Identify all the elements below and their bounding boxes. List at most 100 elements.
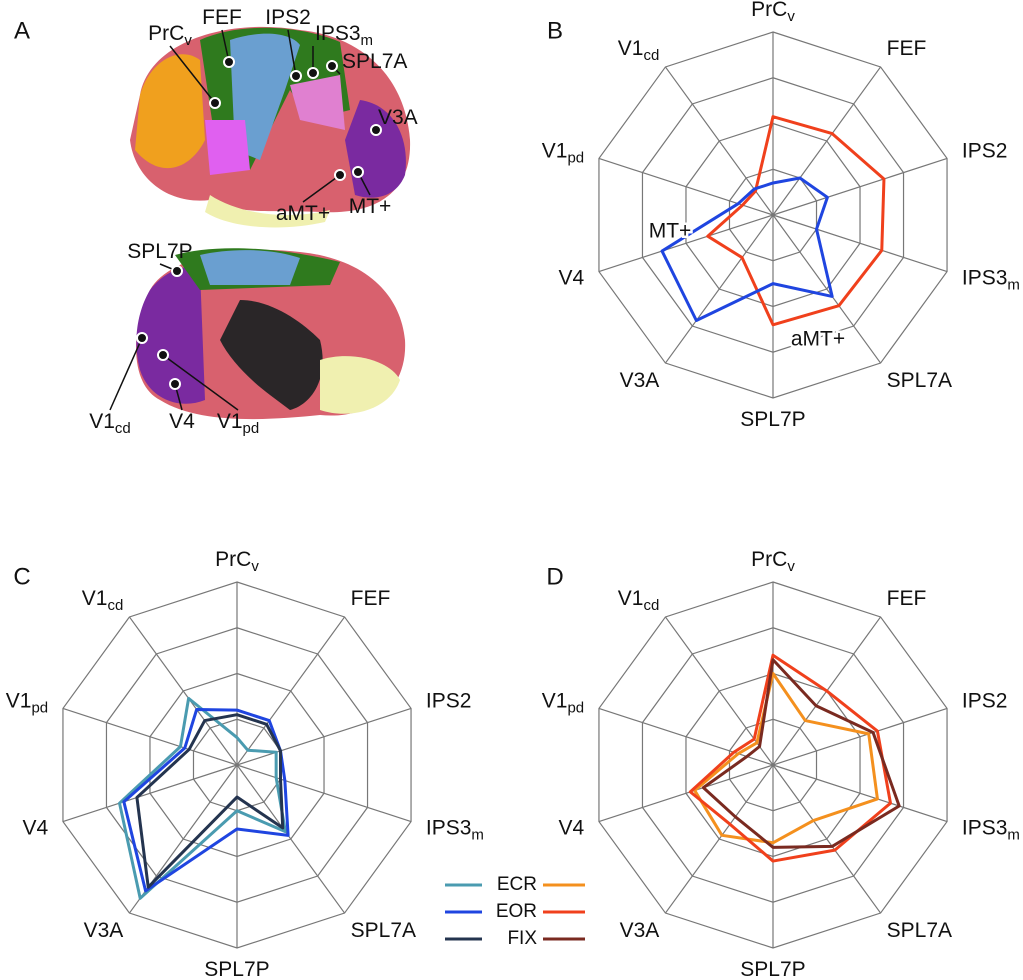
spoke — [772, 214, 948, 273]
region-label: aMT+ — [276, 202, 330, 225]
axis-label: V1pd — [542, 139, 584, 166]
axis-label-main: IPS2 — [962, 139, 1008, 162]
panel-letter: A — [14, 17, 30, 44]
spoke — [236, 707, 412, 766]
series-line — [660, 176, 834, 322]
leader-line — [169, 45, 216, 104]
axis-label-main: SPL7A — [351, 918, 416, 941]
spoke — [236, 764, 412, 823]
axis-label: V1pd — [542, 689, 584, 716]
region-dot — [209, 97, 221, 109]
axis-label: V3A — [620, 918, 660, 941]
axis-label-main: FEF — [887, 587, 927, 610]
spoke — [62, 764, 238, 823]
axis-label-main: SPL7A — [887, 368, 952, 391]
region-label: IPS2 — [265, 6, 311, 29]
axis-label: IPS2 — [962, 139, 1008, 162]
axis-label: V1pd — [6, 689, 48, 716]
spoke — [772, 66, 882, 216]
spoke — [62, 707, 238, 766]
axis-label-main: IPS2 — [426, 689, 472, 712]
region-label-main: V4 — [169, 410, 195, 433]
region-dot — [307, 67, 319, 79]
region-label-sub: v — [184, 32, 192, 49]
region-label-main: V3A — [378, 106, 418, 129]
axis-label-main: V3A — [620, 918, 660, 941]
region-dot — [171, 265, 183, 277]
axis-label: IPS3m — [962, 266, 1020, 293]
region-dot — [290, 70, 302, 82]
axis-label-main: PrC — [751, 548, 787, 571]
leader-line — [162, 354, 239, 411]
spoke — [128, 616, 238, 766]
axis-label-sub: cd — [643, 597, 659, 614]
region-label-main: V1 — [217, 410, 243, 433]
region-label: SPL7A — [342, 50, 407, 73]
region-label-main: SPL7A — [342, 50, 407, 73]
region-label-main: MT+ — [349, 195, 392, 218]
spoke — [664, 764, 774, 914]
axis-label-sub: m — [1007, 276, 1020, 293]
spoke — [664, 66, 774, 216]
axis-label: V3A — [620, 368, 660, 391]
region-label-sub: pd — [243, 420, 260, 437]
leader-line — [109, 337, 143, 411]
region-label-main: FEF — [202, 6, 242, 29]
axis-label-main: SPL7P — [740, 958, 805, 980]
spoke — [236, 616, 346, 766]
region-dot — [370, 124, 382, 136]
brain-labels — [109, 29, 382, 411]
axis-label-main: SPL7P — [740, 408, 805, 431]
spoke — [772, 764, 948, 823]
axis-label-main: V1 — [618, 587, 644, 610]
region-label-sub: cd — [115, 420, 131, 437]
region-dot — [326, 60, 338, 72]
axis-label-main: V3A — [620, 368, 660, 391]
axis-label: SPL7P — [740, 408, 805, 431]
axis-label-sub: pd — [31, 700, 48, 717]
axis-label: IPS2 — [426, 689, 472, 712]
series-line — [135, 713, 285, 889]
axis-label: IPS3m — [962, 816, 1020, 843]
region-dot — [223, 56, 235, 68]
axis-label-sub: cd — [107, 597, 123, 614]
axis-label-main: V4 — [22, 816, 48, 839]
axis-label-main: SPL7A — [887, 918, 952, 941]
axis-label-main: V1 — [542, 689, 568, 712]
axis-label: SPL7P — [204, 958, 269, 980]
axis-label: FEF — [887, 37, 927, 60]
axis-label-sub: m — [1007, 826, 1020, 843]
spoke — [664, 214, 774, 364]
axis-label: SPL7A — [887, 368, 952, 391]
region-label-main: aMT+ — [276, 202, 330, 225]
panel-letter: B — [547, 17, 563, 44]
region-label-main: IPS2 — [265, 6, 311, 29]
series-line — [118, 696, 287, 900]
leader-line — [302, 174, 341, 203]
axis-label-main: V1 — [542, 139, 568, 162]
axis-label: V1cd — [618, 37, 660, 64]
series-line — [693, 672, 879, 845]
spoke — [772, 764, 882, 914]
axis-label: V4 — [558, 266, 584, 289]
region-label: V3A — [378, 106, 418, 129]
spoke — [772, 157, 948, 216]
series-line — [701, 658, 901, 849]
region-label: FEF — [202, 6, 242, 29]
region-dot — [157, 349, 169, 361]
axis-label-sub: m — [471, 826, 484, 843]
region-dot — [136, 332, 148, 344]
axis-label: V3A — [84, 918, 124, 941]
leader-line — [287, 29, 297, 77]
region-label: MT+ — [349, 195, 392, 218]
axis-label: IPS3m — [426, 816, 484, 843]
axis-label-main: PrC — [751, 0, 787, 21]
spoke — [772, 707, 948, 766]
region-dot — [169, 378, 181, 390]
axis-label-sub: v — [251, 558, 259, 575]
region-label: V1cd — [89, 410, 131, 437]
axis-label-sub: pd — [567, 700, 584, 717]
region-label-main: V1 — [89, 410, 115, 433]
axis-label-main: IPS3 — [426, 816, 472, 839]
